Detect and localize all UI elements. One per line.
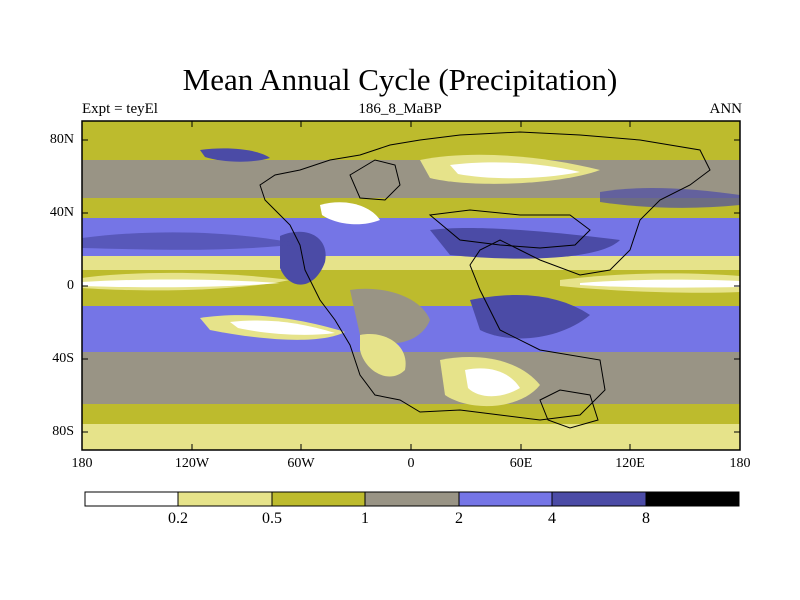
lat-ticks <box>82 139 740 433</box>
colorbar-label-8: 8 <box>642 510 650 527</box>
lon-label-180w: 180 <box>71 456 93 471</box>
lon-ticks <box>191 121 631 450</box>
lat-label-40n: 40N <box>49 205 74 220</box>
colorbar-swatch-6 <box>552 492 646 506</box>
colorbar-swatch-2 <box>178 492 272 506</box>
lon-label-60w: 60W <box>287 456 315 471</box>
colorbar-label-4: 4 <box>548 510 556 527</box>
coastlines <box>259 131 711 429</box>
lat-label-equator: 0 <box>67 278 74 293</box>
colorbar-label-2: 2 <box>455 510 463 527</box>
lat-label-80s: 80S <box>52 424 74 439</box>
lon-label-180e: 180 <box>729 456 751 471</box>
lat-label-40s: 40S <box>52 351 74 366</box>
colorbar-label-0-2: 0.2 <box>168 510 188 527</box>
experiment-label: Expt = teyEl <box>82 101 158 117</box>
lon-label-60e: 60E <box>509 456 533 471</box>
plot-title: Mean Annual Cycle (Precipitation) <box>182 62 618 97</box>
lon-label-120w: 120W <box>174 456 210 471</box>
colorbar-swatch-7 <box>646 492 739 506</box>
colorbar-label-1: 1 <box>361 510 369 527</box>
colorbar-swatch-5 <box>459 492 552 506</box>
lat-label-80n: 80N <box>49 132 74 147</box>
lon-label-0: 0 <box>407 456 415 471</box>
precipitation-field <box>82 121 740 450</box>
colorbar-swatch-4 <box>365 492 459 506</box>
lon-label-120e: 120E <box>615 456 645 471</box>
season-label: ANN <box>709 101 743 117</box>
time-period-label: 186_8_MaBP <box>358 101 442 117</box>
colorbar-swatch-3 <box>272 492 365 506</box>
colorbar <box>84 491 740 507</box>
colorbar-label-0-5: 0.5 <box>262 510 282 527</box>
colorbar-swatch-1 <box>85 492 178 506</box>
